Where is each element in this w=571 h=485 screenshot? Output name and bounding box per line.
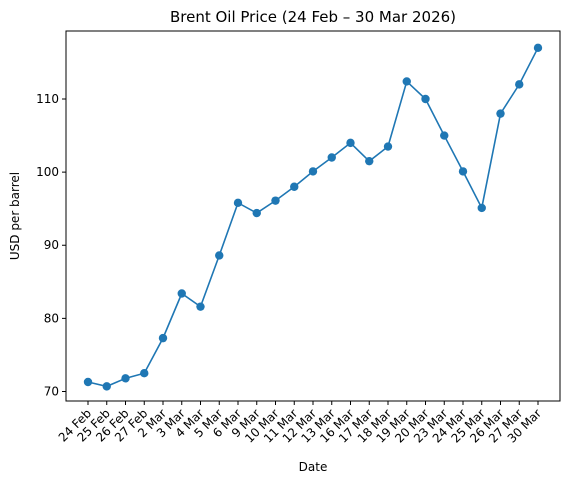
data-point — [383, 142, 393, 151]
plot-frame — [65, 30, 561, 402]
data-point — [177, 289, 186, 298]
data-point — [496, 109, 505, 118]
data-point — [290, 182, 299, 191]
data-point — [533, 43, 543, 53]
y-tick-label: 70 — [44, 384, 59, 398]
series-markers — [83, 43, 543, 391]
data-point — [477, 203, 486, 213]
y-tick-label: 110 — [36, 92, 59, 106]
chart-title: Brent Oil Price (24 Feb – 30 Mar 2026) — [170, 8, 456, 26]
data-point — [271, 196, 280, 205]
data-point — [215, 251, 224, 260]
y-axis-ticks: 70 80 90 100 110 — [36, 92, 66, 398]
data-point — [308, 167, 318, 176]
data-point — [365, 156, 374, 166]
y-tick-label: 80 — [44, 311, 59, 325]
y-tick-label: 100 — [36, 165, 59, 179]
data-point — [515, 80, 524, 89]
data-point — [440, 131, 449, 140]
data-point — [458, 167, 468, 176]
data-point — [158, 333, 168, 343]
data-point — [327, 153, 336, 162]
data-point — [421, 94, 430, 104]
y-axis-label: USD per barrel — [8, 172, 22, 260]
data-point — [252, 208, 261, 218]
data-point — [196, 302, 205, 311]
data-point — [140, 369, 149, 378]
series-line — [87, 47, 539, 388]
data-point — [346, 138, 355, 148]
data-point — [233, 198, 243, 208]
x-axis-label: Date — [299, 460, 328, 474]
data-point — [121, 374, 130, 383]
data-point — [102, 382, 111, 391]
y-tick-label: 90 — [44, 238, 59, 252]
data-point — [83, 377, 93, 387]
data-point — [402, 77, 411, 86]
